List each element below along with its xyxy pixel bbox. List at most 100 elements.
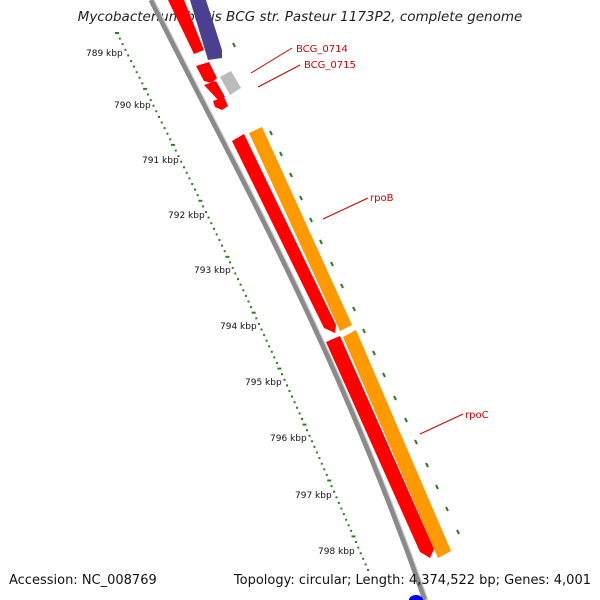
- ruler-minor-tick: [250, 306, 253, 309]
- ruler-minor-tick: [281, 373, 283, 376]
- ruler-minor-tick: [306, 429, 308, 432]
- kbp-label-790: 790 kbp: [114, 101, 151, 111]
- ruler-minor-tick: [359, 552, 362, 555]
- kbp-label-791: 791 kbp: [142, 156, 179, 166]
- ruler-minor-tick: [158, 115, 160, 118]
- kbp-label-795: 795 kbp: [245, 378, 282, 388]
- ruler-minor-tick: [221, 244, 223, 247]
- ruler-major-tick: [327, 479, 332, 482]
- ruler-minor-tick: [291, 395, 293, 398]
- ruler-minor-tick: [152, 104, 155, 107]
- ruler-minor-tick: [313, 445, 316, 448]
- gene-BCG_0715-tip: [213, 97, 228, 110]
- ruler-minor-tick: [283, 378, 286, 381]
- ruler-minor-tick: [155, 110, 158, 113]
- ruler-minor-tick: [160, 121, 163, 124]
- ruler-minor-tick: [270, 350, 273, 353]
- ruler-minor-tick: [204, 211, 207, 213]
- ruler-minor-tick: [296, 406, 299, 409]
- ruler-minor-tick: [335, 496, 338, 499]
- ruler-major-tick: [198, 199, 203, 202]
- genome-backbone-highlight: [153, 0, 429, 600]
- ruler-minor-tick: [229, 261, 231, 264]
- ruler-minor-tick: [364, 563, 367, 566]
- ruler-minor-tick: [183, 166, 185, 169]
- ruler-minor-tick: [275, 362, 278, 364]
- ruler-minor-tick: [293, 401, 296, 404]
- ruler-minor-tick: [135, 71, 138, 74]
- rpoB-orange-feature: [249, 127, 352, 331]
- ruler-minor-tick: [268, 345, 271, 348]
- ruler-minor-tick: [345, 518, 348, 521]
- ruler-minor-tick: [202, 205, 205, 208]
- ruler-minor-tick: [286, 384, 288, 387]
- ruler-minor-tick: [210, 222, 213, 225]
- ruler-minor-tick: [163, 127, 166, 130]
- ruler-minor-tick: [166, 132, 169, 135]
- upstream-purple-feature: [190, 0, 222, 60]
- kbp-label-798: 798 kbp: [318, 547, 355, 557]
- label-BCG_0714: BCG_0714: [296, 44, 348, 55]
- ruler-minor-tick: [330, 485, 333, 488]
- ruler-minor-tick: [350, 529, 353, 532]
- ruler-major-tick: [143, 87, 148, 90]
- kbp-label-796: 796 kbp: [270, 434, 307, 444]
- ruler-minor-tick: [180, 160, 183, 163]
- outer-tick-marks: [232, 42, 460, 535]
- ruler-minor-tick: [207, 216, 210, 219]
- ruler-minor-tick: [239, 283, 242, 286]
- ruler-minor-tick: [174, 149, 177, 152]
- ruler-minor-tick: [231, 266, 234, 269]
- gene-rpoC: [326, 336, 434, 558]
- ruler-major-tick: [115, 32, 119, 34]
- ruler-minor-tick: [263, 334, 266, 337]
- kbp-ruler: [115, 32, 369, 571]
- ruler-minor-tick: [288, 390, 291, 392]
- label-rpoC: rpoC: [465, 410, 489, 421]
- ruler-minor-tick: [298, 412, 301, 415]
- gray-feature: [220, 71, 241, 95]
- ruler-minor-tick: [223, 250, 226, 253]
- ruler-minor-tick: [237, 278, 239, 281]
- ruler-minor-tick: [234, 272, 237, 275]
- ruler-minor-tick: [342, 513, 345, 516]
- ruler-minor-tick: [185, 171, 188, 174]
- ruler-minor-tick: [308, 434, 311, 437]
- ruler-minor-tick: [260, 328, 263, 331]
- kbp-label-789: 789 kbp: [86, 49, 123, 59]
- ruler-minor-tick: [315, 451, 318, 454]
- ruler-minor-tick: [127, 54, 130, 57]
- kbp-label-797: 797 kbp: [295, 491, 332, 501]
- ruler-major-tick: [225, 255, 230, 258]
- gene-BCG_0715: [204, 81, 225, 101]
- ruler-minor-tick: [218, 239, 221, 241]
- ruler-major-tick: [251, 311, 256, 314]
- ruler-major-tick: [351, 535, 356, 538]
- ruler-minor-tick: [362, 557, 365, 560]
- ruler-minor-tick: [130, 60, 133, 62]
- ruler-minor-tick: [325, 473, 328, 476]
- ruler-major-tick: [277, 367, 282, 370]
- ruler-minor-tick: [138, 76, 141, 79]
- ruler-minor-tick: [194, 188, 196, 191]
- ruler-minor-tick: [301, 418, 303, 420]
- ruler-minor-tick: [318, 457, 321, 460]
- ruler-minor-tick: [333, 490, 335, 493]
- ruler-minor-tick: [265, 339, 268, 342]
- ruler-minor-tick: [188, 177, 191, 180]
- topology-text: Topology: circular; Length: 4,374,522 bp…: [233, 573, 591, 588]
- ruler-minor-tick: [337, 501, 340, 504]
- ruler-minor-tick: [132, 65, 135, 68]
- gene-BCG_0714: [196, 62, 217, 83]
- ruler-minor-tick: [191, 183, 194, 185]
- upstream-red-feature: [168, 0, 204, 54]
- ruler-minor-tick: [273, 356, 276, 359]
- kbp-label-793: 793 kbp: [194, 266, 231, 276]
- ruler-minor-tick: [124, 48, 127, 51]
- ruler-minor-tick: [257, 322, 260, 325]
- ruler-minor-tick: [340, 507, 343, 510]
- ruler-minor-tick: [177, 155, 180, 158]
- label-BCG_0715: BCG_0715: [304, 60, 356, 71]
- gene-label-leaders: [250, 47, 464, 435]
- bottom-blue-feature: [409, 595, 423, 600]
